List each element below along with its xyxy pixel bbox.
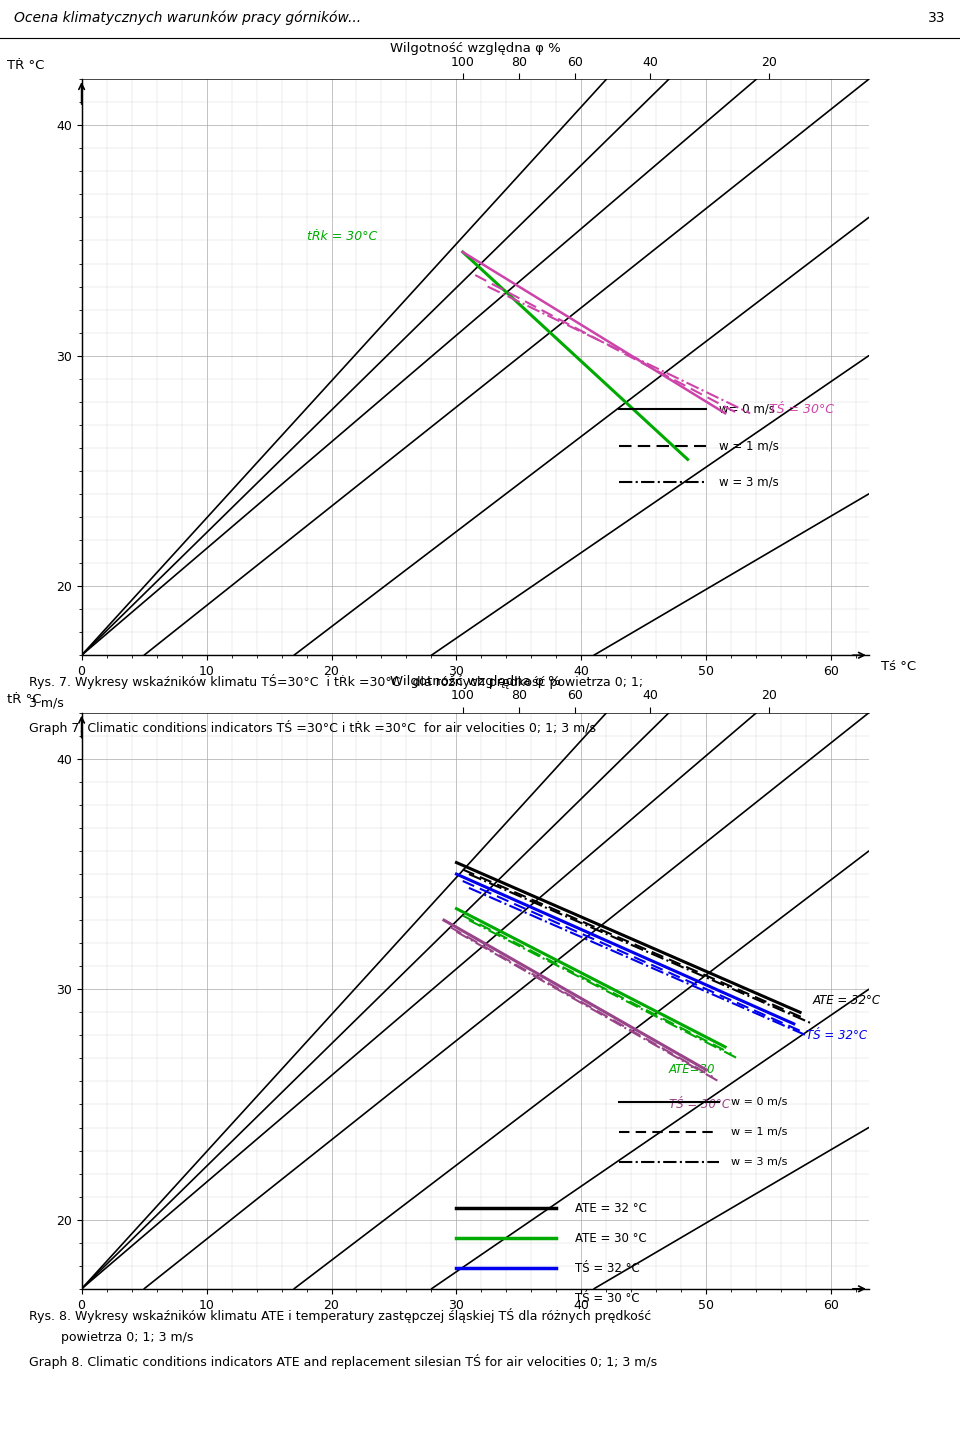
Text: Graph 7. Climatic conditions indicators TŚ =30°C i tṘk =30°C  for air velocities: Graph 7. Climatic conditions indicators … <box>29 720 596 734</box>
Text: ATE = 32°C: ATE = 32°C <box>812 994 880 1008</box>
Text: w= 0 m/s: w= 0 m/s <box>719 402 775 415</box>
Text: ATE = 30 °C: ATE = 30 °C <box>575 1231 647 1244</box>
Text: 3 m/s: 3 m/s <box>29 697 63 710</box>
Text: tṘ °C: tṘ °C <box>7 693 41 706</box>
Text: Tś °C: Tś °C <box>881 660 917 672</box>
Text: Ocena klimatycznych warunków pracy górników...: Ocena klimatycznych warunków pracy górni… <box>14 12 362 26</box>
Text: TŚ = 30°C: TŚ = 30°C <box>769 403 834 416</box>
Text: powietrza 0; 1; 3 m/s: powietrza 0; 1; 3 m/s <box>29 1331 193 1344</box>
Text: w = 0 m/s: w = 0 m/s <box>732 1097 788 1107</box>
X-axis label: Wilgotność względna φ %: Wilgotność względna φ % <box>390 42 561 55</box>
Text: w = 1 m/s: w = 1 m/s <box>719 439 779 452</box>
Text: Rys. 7. Wykresy wskaźników klimatu TŚ=30°C  i tṘk =30°C   dla różnych prędkość p: Rys. 7. Wykresy wskaźników klimatu TŚ=30… <box>29 674 643 688</box>
Text: w = 3 m/s: w = 3 m/s <box>732 1158 788 1166</box>
X-axis label: Wilgotność względna φ %: Wilgotność względna φ % <box>390 675 561 688</box>
Text: 33: 33 <box>928 12 946 24</box>
Text: TŚ = 30°C: TŚ = 30°C <box>669 1097 730 1112</box>
Text: ATE=30: ATE=30 <box>669 1063 715 1077</box>
Text: Graph 8. Climatic conditions indicators ATE and replacement silesian TŚ for air : Graph 8. Climatic conditions indicators … <box>29 1354 657 1368</box>
Text: Rys. 8. Wykresy wskaźników klimatu ATE i temperatury zastępczej śląskiej TŚ dla : Rys. 8. Wykresy wskaźników klimatu ATE i… <box>29 1308 651 1322</box>
Text: TŚ = 32°C: TŚ = 32°C <box>806 1028 868 1043</box>
Text: ATE = 32 °C: ATE = 32 °C <box>575 1201 647 1215</box>
Text: TŚ = 30 °C: TŚ = 30 °C <box>575 1292 639 1305</box>
Text: TṘ °C: TṘ °C <box>7 59 44 72</box>
Text: w = 3 m/s: w = 3 m/s <box>719 475 779 490</box>
Text: tṘk = 30°C: tṘk = 30°C <box>306 230 376 243</box>
Text: TŚ = 32 °C: TŚ = 32 °C <box>575 1261 640 1274</box>
Text: w = 1 m/s: w = 1 m/s <box>732 1128 788 1138</box>
